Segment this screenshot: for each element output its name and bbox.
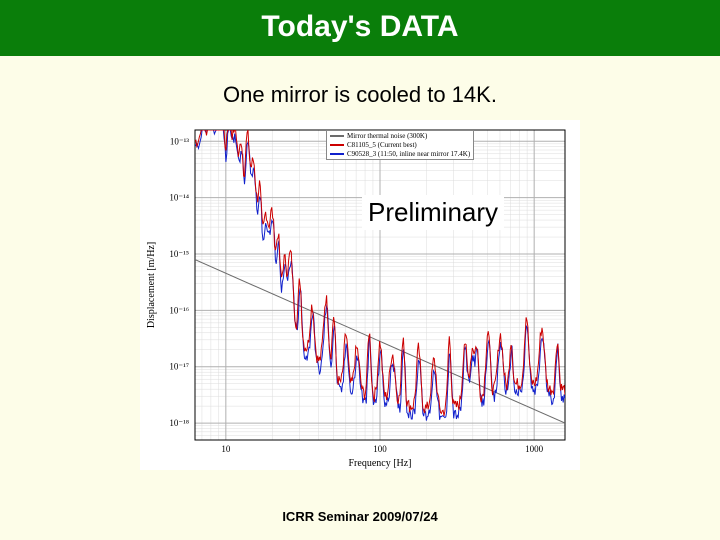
legend-label: Mirror thermal noise (300K) bbox=[347, 132, 427, 140]
title-text: Today's DATA bbox=[261, 10, 458, 43]
y-tick-label: 10⁻¹³ bbox=[170, 136, 189, 146]
legend-swatch bbox=[330, 153, 344, 155]
legend-item: Mirror thermal noise (300K) bbox=[330, 132, 470, 141]
legend-item: C90528_3 (11:50, inline near mirror 17.4… bbox=[330, 150, 470, 159]
preliminary-label: Preliminary bbox=[362, 195, 504, 230]
footer: ICRR Seminar 2009/07/24 bbox=[0, 509, 720, 524]
y-tick-label: 10⁻¹⁴ bbox=[169, 193, 189, 203]
x-tick-label: 1000 bbox=[525, 444, 544, 454]
chart-container: 10 100 1000 10⁻¹³ 10⁻¹⁴ 10⁻¹⁵ 10⁻¹⁶ 10⁻¹⁷ 10⁻¹⁸ D… bbox=[140, 120, 580, 470]
legend-swatch bbox=[330, 144, 344, 146]
x-tick-label: 100 bbox=[373, 444, 387, 454]
legend-label: C90528_3 (11:50, inline near mirror 17.4… bbox=[347, 150, 470, 158]
legend-box: Mirror thermal noise (300K)C81105_5 (Cur… bbox=[326, 130, 474, 160]
subtitle-text: One mirror is cooled to 14K. bbox=[223, 82, 497, 107]
legend-item: C81105_5 (Current best) bbox=[330, 141, 470, 150]
slide-root: Today's DATA One mirror is cooled to 14K… bbox=[0, 0, 720, 540]
title-bar: Today's DATA bbox=[0, 0, 720, 56]
preliminary-text: Preliminary bbox=[368, 197, 498, 227]
y-tick-label: 10⁻¹⁷ bbox=[169, 362, 189, 372]
x-axis-label: Frequency [Hz] bbox=[348, 458, 411, 469]
subtitle: One mirror is cooled to 14K. bbox=[0, 82, 720, 108]
x-tick-label: 10 bbox=[221, 444, 231, 454]
legend-swatch bbox=[330, 135, 344, 137]
footer-text: ICRR Seminar 2009/07/24 bbox=[282, 509, 437, 524]
y-axis-label: Displacement [m/Hz] bbox=[146, 242, 157, 328]
y-tick-label: 10⁻¹⁸ bbox=[169, 418, 189, 428]
y-tick-label: 10⁻¹⁶ bbox=[169, 305, 189, 315]
chart-svg: 10 100 1000 10⁻¹³ 10⁻¹⁴ 10⁻¹⁵ 10⁻¹⁶ 10⁻¹⁷ 10⁻¹⁸ D… bbox=[140, 120, 580, 470]
legend-label: C81105_5 (Current best) bbox=[347, 141, 417, 149]
y-tick-label: 10⁻¹⁵ bbox=[169, 249, 189, 259]
